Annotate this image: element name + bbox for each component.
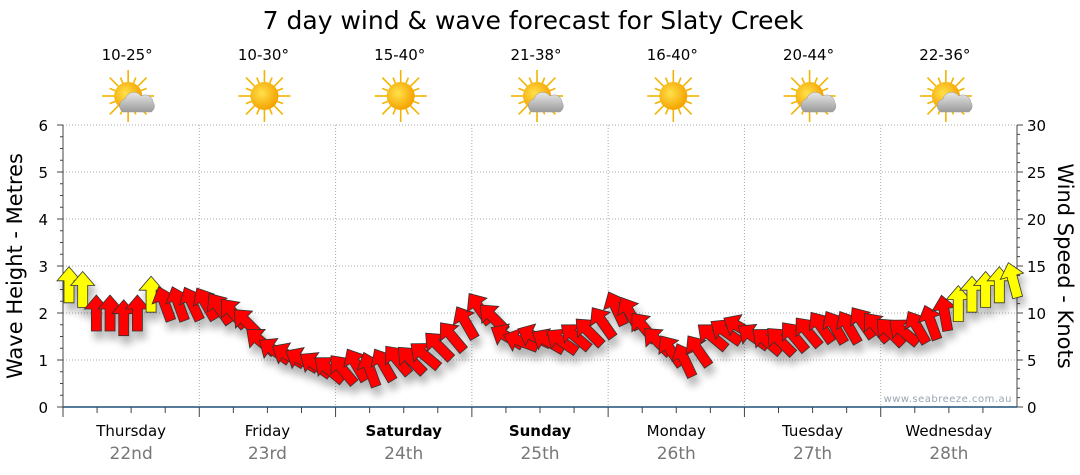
cloud-icon xyxy=(119,92,155,113)
wind-arrow xyxy=(206,293,235,327)
sun-icon xyxy=(647,70,700,122)
sun-disc xyxy=(250,82,279,110)
wind-arrow xyxy=(999,262,1025,300)
sun-ray xyxy=(109,77,121,89)
day-temperature: 10-30° xyxy=(238,46,289,64)
sun-ray xyxy=(544,77,556,89)
sun-ray xyxy=(518,77,530,89)
chart-title: 7 day wind & wave forecast for Slaty Cre… xyxy=(263,6,804,35)
cloud-shape xyxy=(119,92,155,113)
wind-arrow xyxy=(685,335,714,369)
y-tick-left: 4 xyxy=(38,211,48,229)
sun-ray xyxy=(790,103,802,115)
y-tick-left: 6 xyxy=(38,117,48,135)
wind-arrow xyxy=(452,306,480,342)
sun-ray xyxy=(245,103,257,115)
sun-ray xyxy=(654,103,666,115)
watermark: www.seabreeze.com.au xyxy=(884,394,1012,405)
y-tick-right: 0 xyxy=(1027,399,1037,417)
cloud-shape xyxy=(528,92,564,113)
sun-ray xyxy=(272,77,284,89)
day-name: Thursday xyxy=(95,422,166,440)
partly-cloudy-icon xyxy=(919,70,973,122)
sun-ray xyxy=(109,103,121,115)
wind-arrow xyxy=(69,270,96,308)
day-name: Sunday xyxy=(509,422,572,440)
sun-ray xyxy=(681,77,693,89)
partly-cloudy-icon xyxy=(511,70,564,122)
day-temperature: 10-25° xyxy=(102,46,153,64)
y-tick-left: 0 xyxy=(38,399,48,417)
day-temperature: 15-40° xyxy=(374,46,425,64)
y-tick-left: 2 xyxy=(38,305,48,323)
cloud-icon xyxy=(528,92,564,113)
day-date: 26th xyxy=(657,444,696,464)
y-tick-right: 20 xyxy=(1027,211,1046,229)
wind-arrow xyxy=(849,307,878,341)
y-tick-right: 5 xyxy=(1027,352,1037,370)
day-date: 24th xyxy=(384,444,423,464)
day-date: 28th xyxy=(929,444,968,464)
cloud-icon xyxy=(937,92,973,113)
day-temperature: 22-36° xyxy=(919,46,970,64)
y-axis-left-label: Wave Height - Metres xyxy=(3,153,27,379)
day-date: 27th xyxy=(793,444,832,464)
wind-arrow xyxy=(531,328,567,356)
sun-ray xyxy=(272,103,284,115)
day-date: 25th xyxy=(520,444,559,464)
sun-ray xyxy=(654,77,666,89)
day-temperature: 20-44° xyxy=(783,46,834,64)
day-date: 23rd xyxy=(248,444,287,464)
day-name: Friday xyxy=(245,422,291,440)
day-temperature: 16-40° xyxy=(647,46,698,64)
sun-icon xyxy=(238,70,291,122)
sun-ray xyxy=(926,103,938,115)
day-name: Tuesday xyxy=(781,422,843,440)
sun-ray xyxy=(381,77,393,89)
y-tick-left: 5 xyxy=(38,164,48,182)
y-tick-left: 3 xyxy=(38,258,48,276)
y-tick-right: 10 xyxy=(1027,305,1046,323)
sun-icon xyxy=(374,70,427,122)
day-name: Saturday xyxy=(366,422,443,440)
y-tick-right: 30 xyxy=(1027,117,1046,135)
sun-ray xyxy=(136,77,148,89)
sun-ray xyxy=(408,103,420,115)
day-name: Wednesday xyxy=(905,422,992,440)
sun-ray xyxy=(408,77,420,89)
sun-ray xyxy=(381,103,393,115)
sun-disc xyxy=(386,82,415,110)
sun-ray xyxy=(953,77,965,89)
cloud-icon xyxy=(800,92,837,113)
day-date: 22nd xyxy=(110,444,153,464)
y-tick-left: 1 xyxy=(38,352,48,370)
sun-ray xyxy=(518,103,530,115)
wind-arrow xyxy=(589,307,618,341)
y-axis-right-label: Wind Speed - Knots xyxy=(1053,163,1077,368)
partly-cloudy-icon xyxy=(783,70,837,122)
day-name: Monday xyxy=(647,422,706,440)
y-tick-right: 15 xyxy=(1027,258,1046,276)
partly-cloudy-icon xyxy=(102,70,155,122)
sun-ray xyxy=(817,77,829,89)
sun-ray xyxy=(790,77,802,89)
sun-ray xyxy=(681,103,693,115)
sun-ray xyxy=(926,77,938,89)
cloud-shape xyxy=(800,92,837,113)
sun-disc xyxy=(659,82,688,110)
sun-ray xyxy=(245,77,257,89)
y-tick-right: 25 xyxy=(1027,164,1046,182)
wind-arrow xyxy=(439,322,469,355)
cloud-shape xyxy=(937,92,973,113)
day-temperature: 21-38° xyxy=(510,46,561,64)
